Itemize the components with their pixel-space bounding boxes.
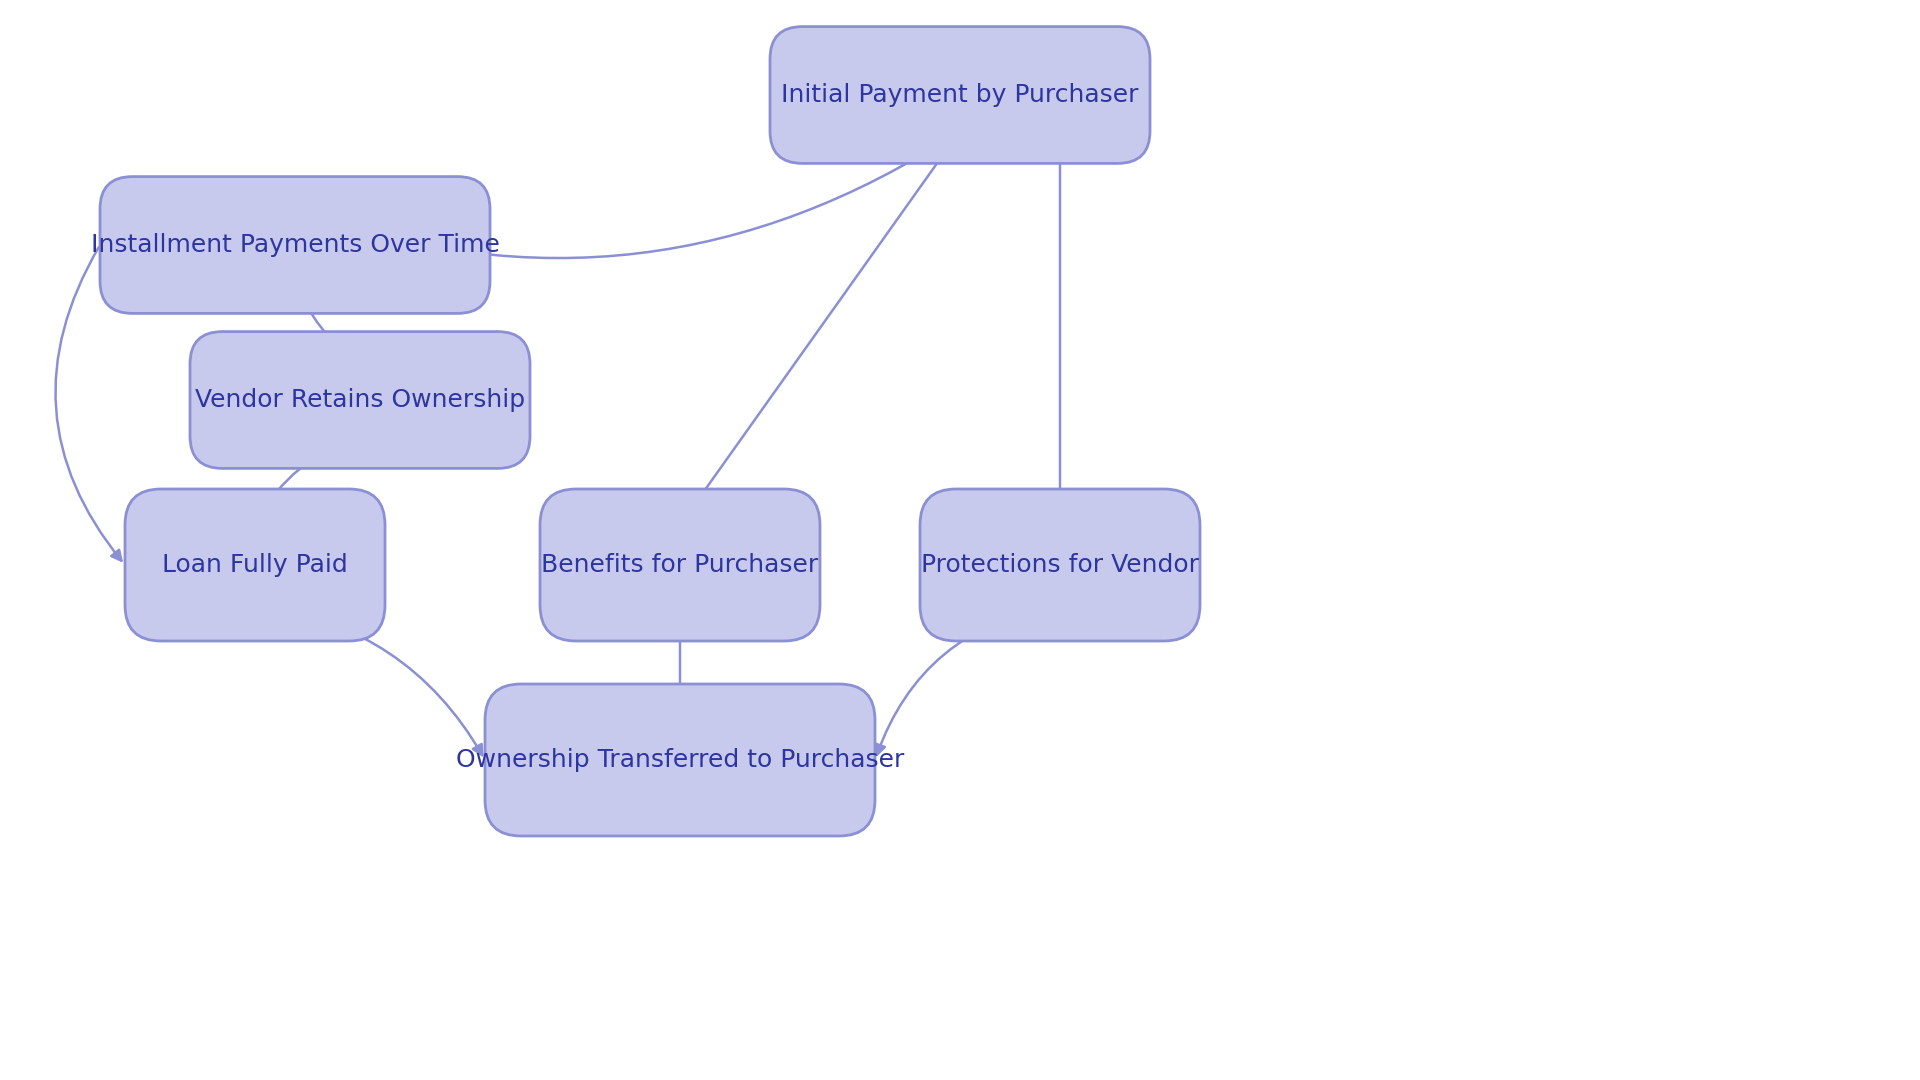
- Text: Loan Fully Paid: Loan Fully Paid: [161, 553, 348, 577]
- FancyBboxPatch shape: [920, 489, 1200, 642]
- Text: Vendor Retains Ownership: Vendor Retains Ownership: [196, 388, 524, 411]
- FancyBboxPatch shape: [190, 332, 530, 469]
- FancyBboxPatch shape: [486, 684, 876, 836]
- Text: Installment Payments Over Time: Installment Payments Over Time: [90, 233, 499, 257]
- Text: Protections for Vendor: Protections for Vendor: [922, 553, 1198, 577]
- Text: Initial Payment by Purchaser: Initial Payment by Purchaser: [781, 83, 1139, 107]
- FancyBboxPatch shape: [770, 27, 1150, 163]
- FancyBboxPatch shape: [540, 489, 820, 642]
- Text: Benefits for Purchaser: Benefits for Purchaser: [541, 553, 818, 577]
- FancyBboxPatch shape: [125, 489, 386, 642]
- FancyBboxPatch shape: [100, 177, 490, 313]
- Text: Ownership Transferred to Purchaser: Ownership Transferred to Purchaser: [455, 748, 904, 772]
